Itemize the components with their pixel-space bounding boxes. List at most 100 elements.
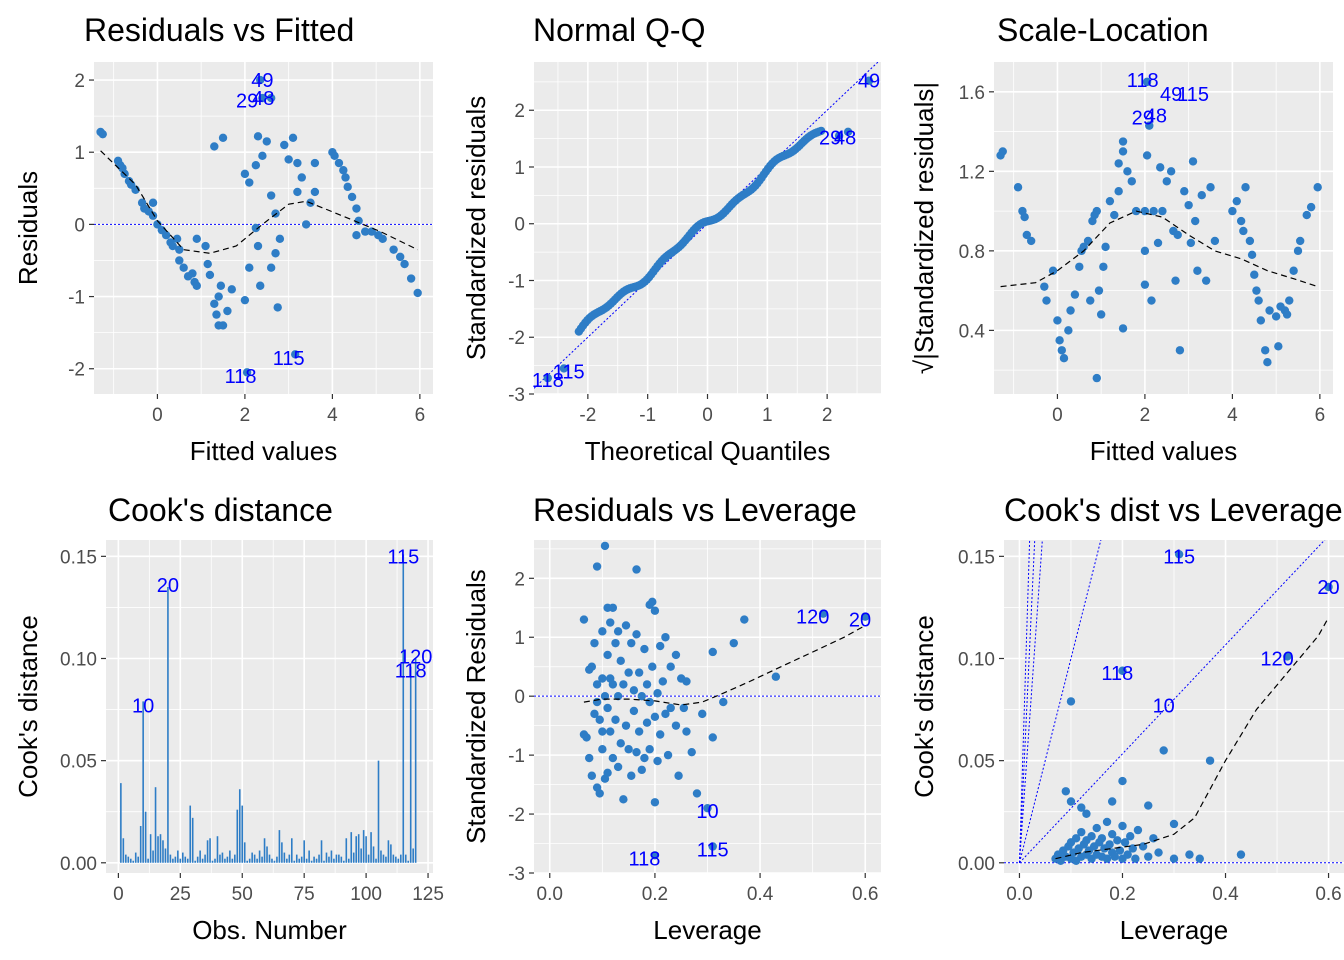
data-point [1055, 336, 1064, 345]
y-tick-label: 2 [74, 71, 85, 92]
data-bar [211, 860, 214, 863]
data-point [98, 129, 107, 139]
data-point [600, 541, 610, 551]
data-bar [199, 850, 201, 863]
data-point [201, 241, 210, 251]
y-tick-label: 0 [74, 215, 85, 236]
point-label: 10 [696, 801, 718, 823]
data-point [242, 368, 252, 377]
data-point [674, 771, 683, 780]
data-point [655, 641, 665, 651]
data-bar [290, 838, 293, 863]
data-point [708, 647, 717, 657]
data-bar [184, 856, 187, 863]
x-tick-label: 2 [1140, 405, 1151, 426]
data-point [771, 672, 781, 681]
y-tick-label: 1.2 [959, 162, 985, 183]
data-point [161, 231, 171, 240]
data-point [256, 75, 265, 85]
data-point [1147, 296, 1156, 305]
data-point [1107, 829, 1117, 839]
data-point [1071, 834, 1081, 843]
data-point [543, 373, 552, 383]
data-bar [395, 856, 397, 863]
data-bar [283, 852, 286, 863]
data-point [352, 231, 361, 240]
data-point [1154, 848, 1163, 857]
data-point [1113, 836, 1122, 845]
data-point [603, 703, 612, 713]
x-tick-label: 0 [1052, 405, 1063, 426]
data-point [339, 166, 348, 175]
data-bar [303, 840, 305, 863]
data-bar [402, 554, 405, 863]
data-point [192, 234, 201, 244]
data-bar [149, 834, 152, 863]
data-point [650, 851, 660, 860]
data-bar [308, 850, 310, 863]
x-tick-label: 0.6 [852, 884, 878, 905]
y-tick-label: 0 [514, 687, 525, 708]
data-bar [204, 854, 206, 863]
y-tick-label: -1 [508, 271, 525, 292]
data-point [175, 256, 184, 265]
data-point [708, 733, 717, 742]
data-bar [189, 805, 192, 863]
data-point [616, 739, 625, 748]
data-point [1265, 306, 1274, 315]
data-point [175, 245, 184, 254]
point-label: 48 [252, 88, 274, 110]
y-axis-title: Cook's distance [909, 615, 939, 798]
data-point [1123, 167, 1132, 176]
data-point [1144, 852, 1153, 861]
data-point [1236, 850, 1246, 859]
data-point [640, 753, 649, 763]
data-point [632, 565, 641, 574]
data-bar [214, 858, 216, 863]
data-point [1158, 206, 1167, 216]
data-point [629, 686, 639, 695]
data-point [148, 198, 158, 207]
x-tick-label: 2 [822, 405, 833, 426]
data-point [1066, 697, 1076, 706]
data-point [1173, 230, 1182, 240]
data-bar [323, 860, 325, 863]
data-bar [221, 852, 224, 863]
y-tick-label: 1 [514, 628, 525, 649]
data-point [1075, 262, 1084, 271]
data-point [258, 151, 267, 161]
data-bar [224, 858, 226, 863]
data-point [634, 668, 644, 677]
plot-area [94, 75, 433, 377]
data-point [1020, 212, 1029, 222]
data-point [1169, 854, 1179, 863]
point-label: 115 [697, 839, 729, 861]
x-tick-label: 6 [415, 405, 426, 426]
plot-area [1004, 540, 1344, 865]
cooks-contour-line [1019, 540, 1326, 864]
data-bar [263, 838, 266, 863]
data-bar [365, 836, 367, 863]
data-point [245, 263, 254, 272]
data-point [729, 638, 738, 648]
data-point [1022, 230, 1032, 240]
chart-title: Scale-Location [997, 12, 1209, 48]
y-tick-label: 2 [514, 101, 525, 122]
smooth-trend-line [583, 624, 866, 706]
y-tick-label: 0.10 [958, 649, 995, 670]
data-point [1302, 210, 1311, 220]
data-point [361, 227, 370, 236]
data-point [1092, 373, 1101, 383]
data-point [585, 753, 594, 763]
data-bar [172, 858, 174, 863]
data-bar [390, 844, 392, 863]
data-point [280, 140, 289, 150]
data-point [1144, 801, 1153, 810]
data-point [1174, 550, 1184, 559]
chart-title: Residuals vs Leverage [533, 492, 857, 528]
y-tick-label: 1 [514, 158, 525, 179]
y-tick-label: -2 [68, 360, 85, 381]
data-bar [266, 846, 268, 863]
